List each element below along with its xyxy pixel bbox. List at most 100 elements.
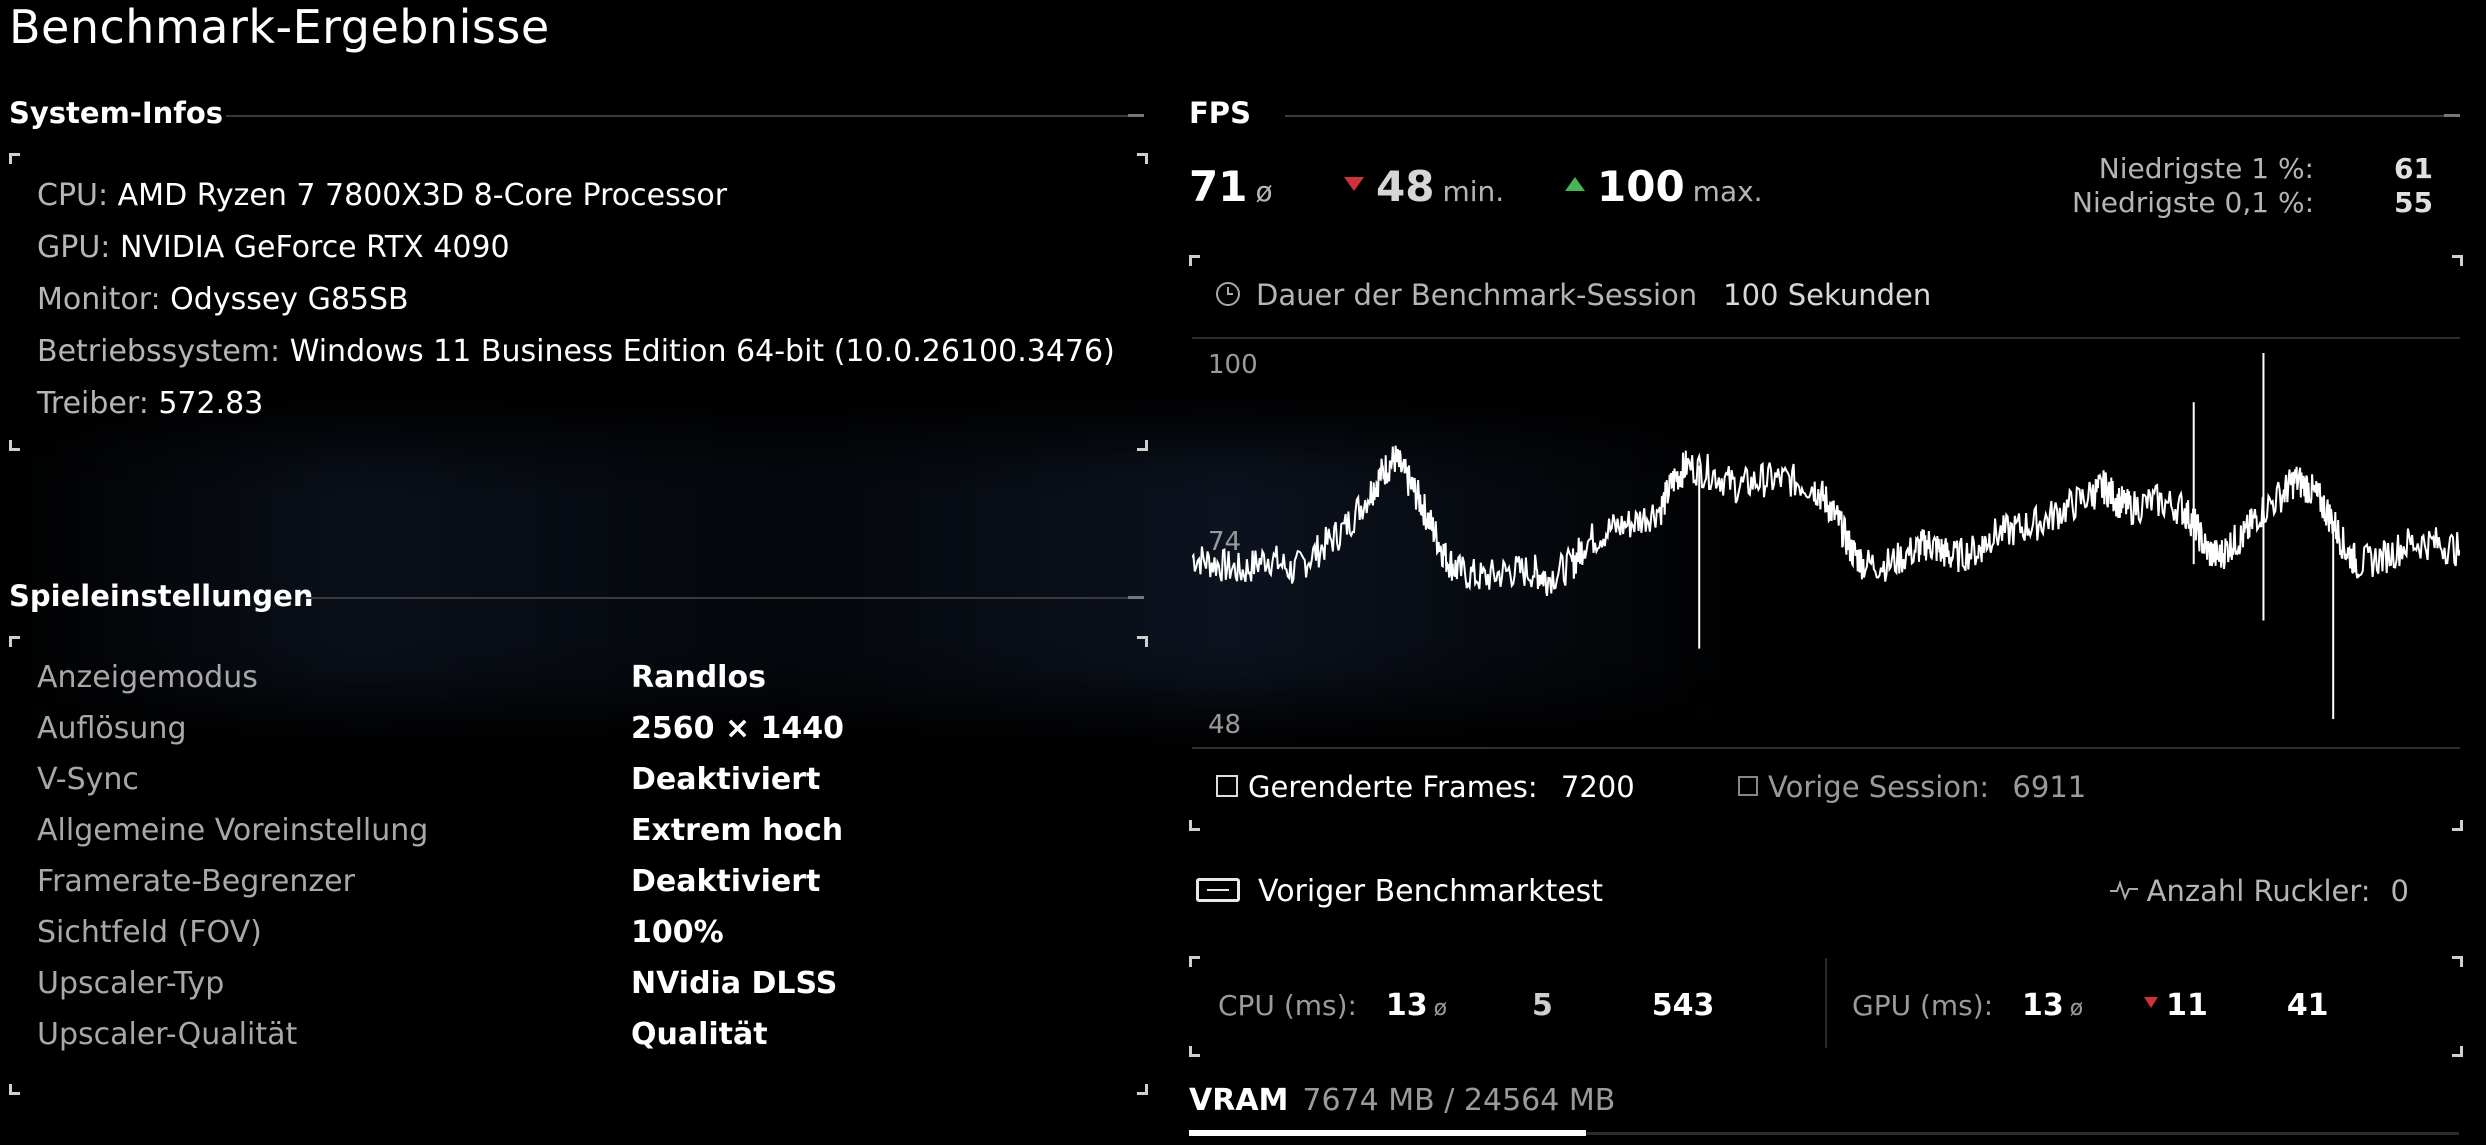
gpu-ms-row: GPU (ms): 13 ø 11 41 [1852,988,2329,1023]
panel-corner [1137,440,1148,451]
system-row-cpu: CPU: AMD Ryzen 7 7800X3D 8-Core Processo… [37,178,727,213]
duration-value: 100 Sekunden [1723,278,1932,312]
vram-bar [1189,1130,2459,1136]
duration-label: Dauer der Benchmark-Session [1256,278,1698,312]
setting-label: Upscaler-Qualität [37,1017,298,1052]
down-triangle-icon [2144,996,2159,1008]
game-settings-divider [306,596,1144,599]
panel-corner [9,153,20,164]
previous-benchmark-heading[interactable]: Voriger Benchmarktest [1196,874,1603,909]
system-info-heading: System-Infos [9,96,224,130]
panel-corner [9,1084,20,1095]
setting-row-fov: Sichtfeld (FOV) 100% [37,915,1137,955]
average-symbol: ø [1255,175,1273,208]
cpu-ms-min: 5 [1532,988,1553,1023]
cpu-ms-max: 543 [1651,988,1715,1023]
gpu-ms-avg: 13 [2022,988,2064,1023]
min-suffix: min. [1442,175,1505,208]
panel-corner [1189,956,1200,967]
fps-maximum: 100 max. [1565,162,1763,211]
system-row-monitor: Monitor: Odyssey G85SB [37,282,409,317]
setting-label: V-Sync [37,762,139,797]
panel-corner [2452,1046,2463,1057]
panel-corner [1189,1046,1200,1057]
setting-value: Extrem hoch [631,813,844,848]
system-value: 572.83 [158,386,264,421]
session-duration: Dauer der Benchmark-Session 100 Sekunden [1216,278,1931,312]
system-value: AMD Ryzen 7 7800X3D 8-Core Processor [117,178,728,213]
down-triangle-icon [1344,176,1364,191]
setting-value: 100% [631,915,724,950]
stutter-count: Anzahl Ruckler: 0 [2109,874,2409,908]
cpu-ms-avg: 13 [1385,988,1428,1023]
low-1-percent-label: Niedrigste 1 %: [2098,152,2314,185]
fps-minimum: 48 min. [1344,162,1504,211]
checkbox-icon[interactable] [1216,775,1238,797]
previous-benchmark-label: Voriger Benchmarktest [1258,874,1604,909]
setting-value: Deaktiviert [631,762,821,797]
setting-row-vsync: V-Sync Deaktiviert [37,762,1137,802]
vram-label: VRAM [1189,1083,1289,1118]
system-row-os: Betriebssystem: Windows 11 Business Edit… [37,334,1115,369]
legend-rendered-frames[interactable]: Gerenderte Frames: 7200 [1216,770,1635,804]
setting-value: NVidia DLSS [631,966,838,1001]
rendered-frames-label: Gerenderte Frames: [1248,770,1538,804]
panel-corner [9,636,20,647]
up-triangle-icon [1565,176,1585,191]
rendered-frames-value: 7200 [1560,770,1635,804]
panel-corner [1137,1084,1148,1095]
system-row-gpu: GPU: NVIDIA GeForce RTX 4090 [37,230,510,265]
gpu-ms-max: 41 [2286,988,2329,1023]
previous-session-value: 6911 [2012,770,2087,804]
y-tick-label: 100 [1208,350,1258,380]
fps-chart [1191,337,2461,749]
y-tick-label: 74 [1208,527,1242,557]
stutter-value: 0 [2390,874,2409,908]
fps-divider [1285,114,2460,117]
system-value: NVIDIA GeForce RTX 4090 [119,230,510,265]
background-blur [0,440,1760,700]
system-value: Odyssey G85SB [170,282,409,317]
system-label: Betriebssystem: [37,334,281,369]
checkbox-icon[interactable] [1738,776,1758,796]
setting-row-framerate-limiter: Framerate-Begrenzer Deaktiviert [37,864,1137,904]
system-info-divider [226,114,1144,117]
panel-corner [2452,956,2463,967]
system-value: Windows 11 Business Edition 64-bit (10.0… [289,334,1115,369]
vram-bar-fill [1189,1130,1586,1136]
system-label: GPU: [37,230,111,265]
fps-minimum-value: 48 [1376,162,1435,211]
setting-label: Auflösung [37,711,187,746]
panel-corner [1189,820,1200,831]
pulse-icon [2109,880,2138,901]
panel-corner [2452,820,2463,831]
fps-average-value: 71 [1189,162,1248,211]
setting-value: Randlos [631,660,766,695]
setting-label: Sichtfeld (FOV) [37,915,262,950]
stutter-label: Anzahl Ruckler: [2146,874,2371,908]
vram-value: 7674 MB / 24564 MB [1302,1083,1616,1118]
panel-corner [9,440,20,451]
system-label: Treiber: [37,386,149,421]
fps-heading: FPS [1189,96,1251,130]
setting-row-upscaler-type: Upscaler-Typ NVidia DLSS [37,966,1137,1006]
gpu-ms-min: 11 [2166,988,2208,1023]
setting-row-preset: Allgemeine Voreinstellung Extrem hoch [37,813,1137,853]
clock-icon [1216,282,1240,306]
fps-average: 71 ø [1189,162,1273,211]
cpu-ms-row: CPU (ms): 13 ø 5 543 [1218,988,1714,1023]
panel-corner [1137,636,1148,647]
panel-corner [2452,255,2463,266]
frametime-divider [1825,958,1827,1048]
setting-row-display-mode: Anzeigemodus Randlos [37,660,1137,700]
setting-value: Qualität [631,1017,768,1052]
setting-row-resolution: Auflösung 2560 × 1440 [37,711,1137,751]
setting-label: Anzeigemodus [37,660,258,695]
low-1-percent-value: 61 [2394,152,2433,185]
setting-label: Allgemeine Voreinstellung [37,813,429,848]
setting-label: Upscaler-Typ [37,966,225,1001]
fps-series-line [1191,445,2461,596]
legend-previous-session[interactable]: Vorige Session: 6911 [1738,770,2086,804]
average-symbol: ø [1433,996,1448,1021]
game-settings-heading: Spieleinstellungen [9,579,314,613]
